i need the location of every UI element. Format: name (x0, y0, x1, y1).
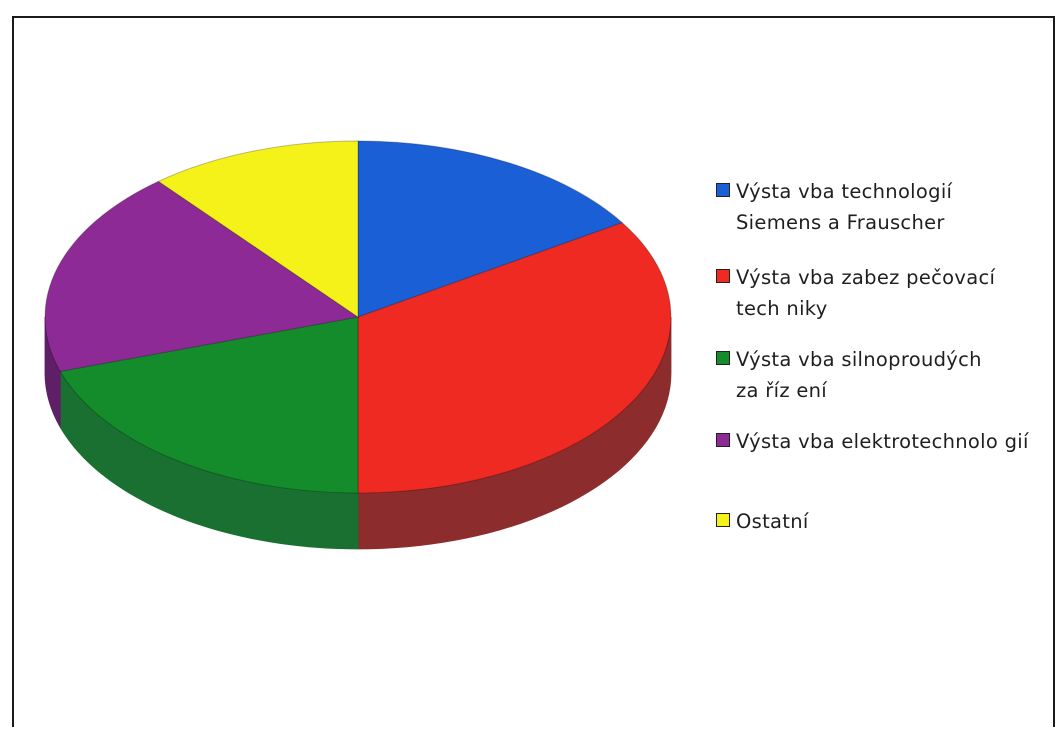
legend-label: Ostatní (736, 510, 809, 533)
pie-slice (44, 180, 360, 372)
legend-item-ostatni: Ostatní (716, 506, 809, 537)
legend-swatch (716, 269, 730, 283)
legend-label: Výsta vba technologií Siemens a Frausche… (736, 180, 953, 234)
pie-tops (44, 140, 672, 494)
legend-label: Výsta vba zabez pečovací tech niky (736, 266, 996, 320)
legend-label: Výsta vba silnoproudých za říz ení (736, 348, 982, 402)
pie-slice (357, 222, 672, 494)
legend-item-siemens-frauscher: Výsta vba technologií Siemens a Frausche… (716, 176, 952, 238)
legend-label: Výsta vba elektrotechnolo gií (736, 430, 1029, 453)
legend-item-elektrotechnologie: Výsta vba elektrotechnolo gií (716, 426, 1029, 457)
legend-swatch (716, 351, 730, 365)
legend-item-zabezpecovaci: Výsta vba zabez pečovací tech niky (716, 262, 995, 324)
legend-swatch (716, 433, 730, 447)
pie-slice (357, 140, 624, 318)
pie-slice (157, 140, 359, 318)
legend-swatch (716, 183, 730, 197)
legend-swatch (716, 513, 730, 527)
pie-slice (59, 316, 359, 494)
legend-item-silnoproude: Výsta vba silnoproudých za říz ení (716, 344, 982, 406)
